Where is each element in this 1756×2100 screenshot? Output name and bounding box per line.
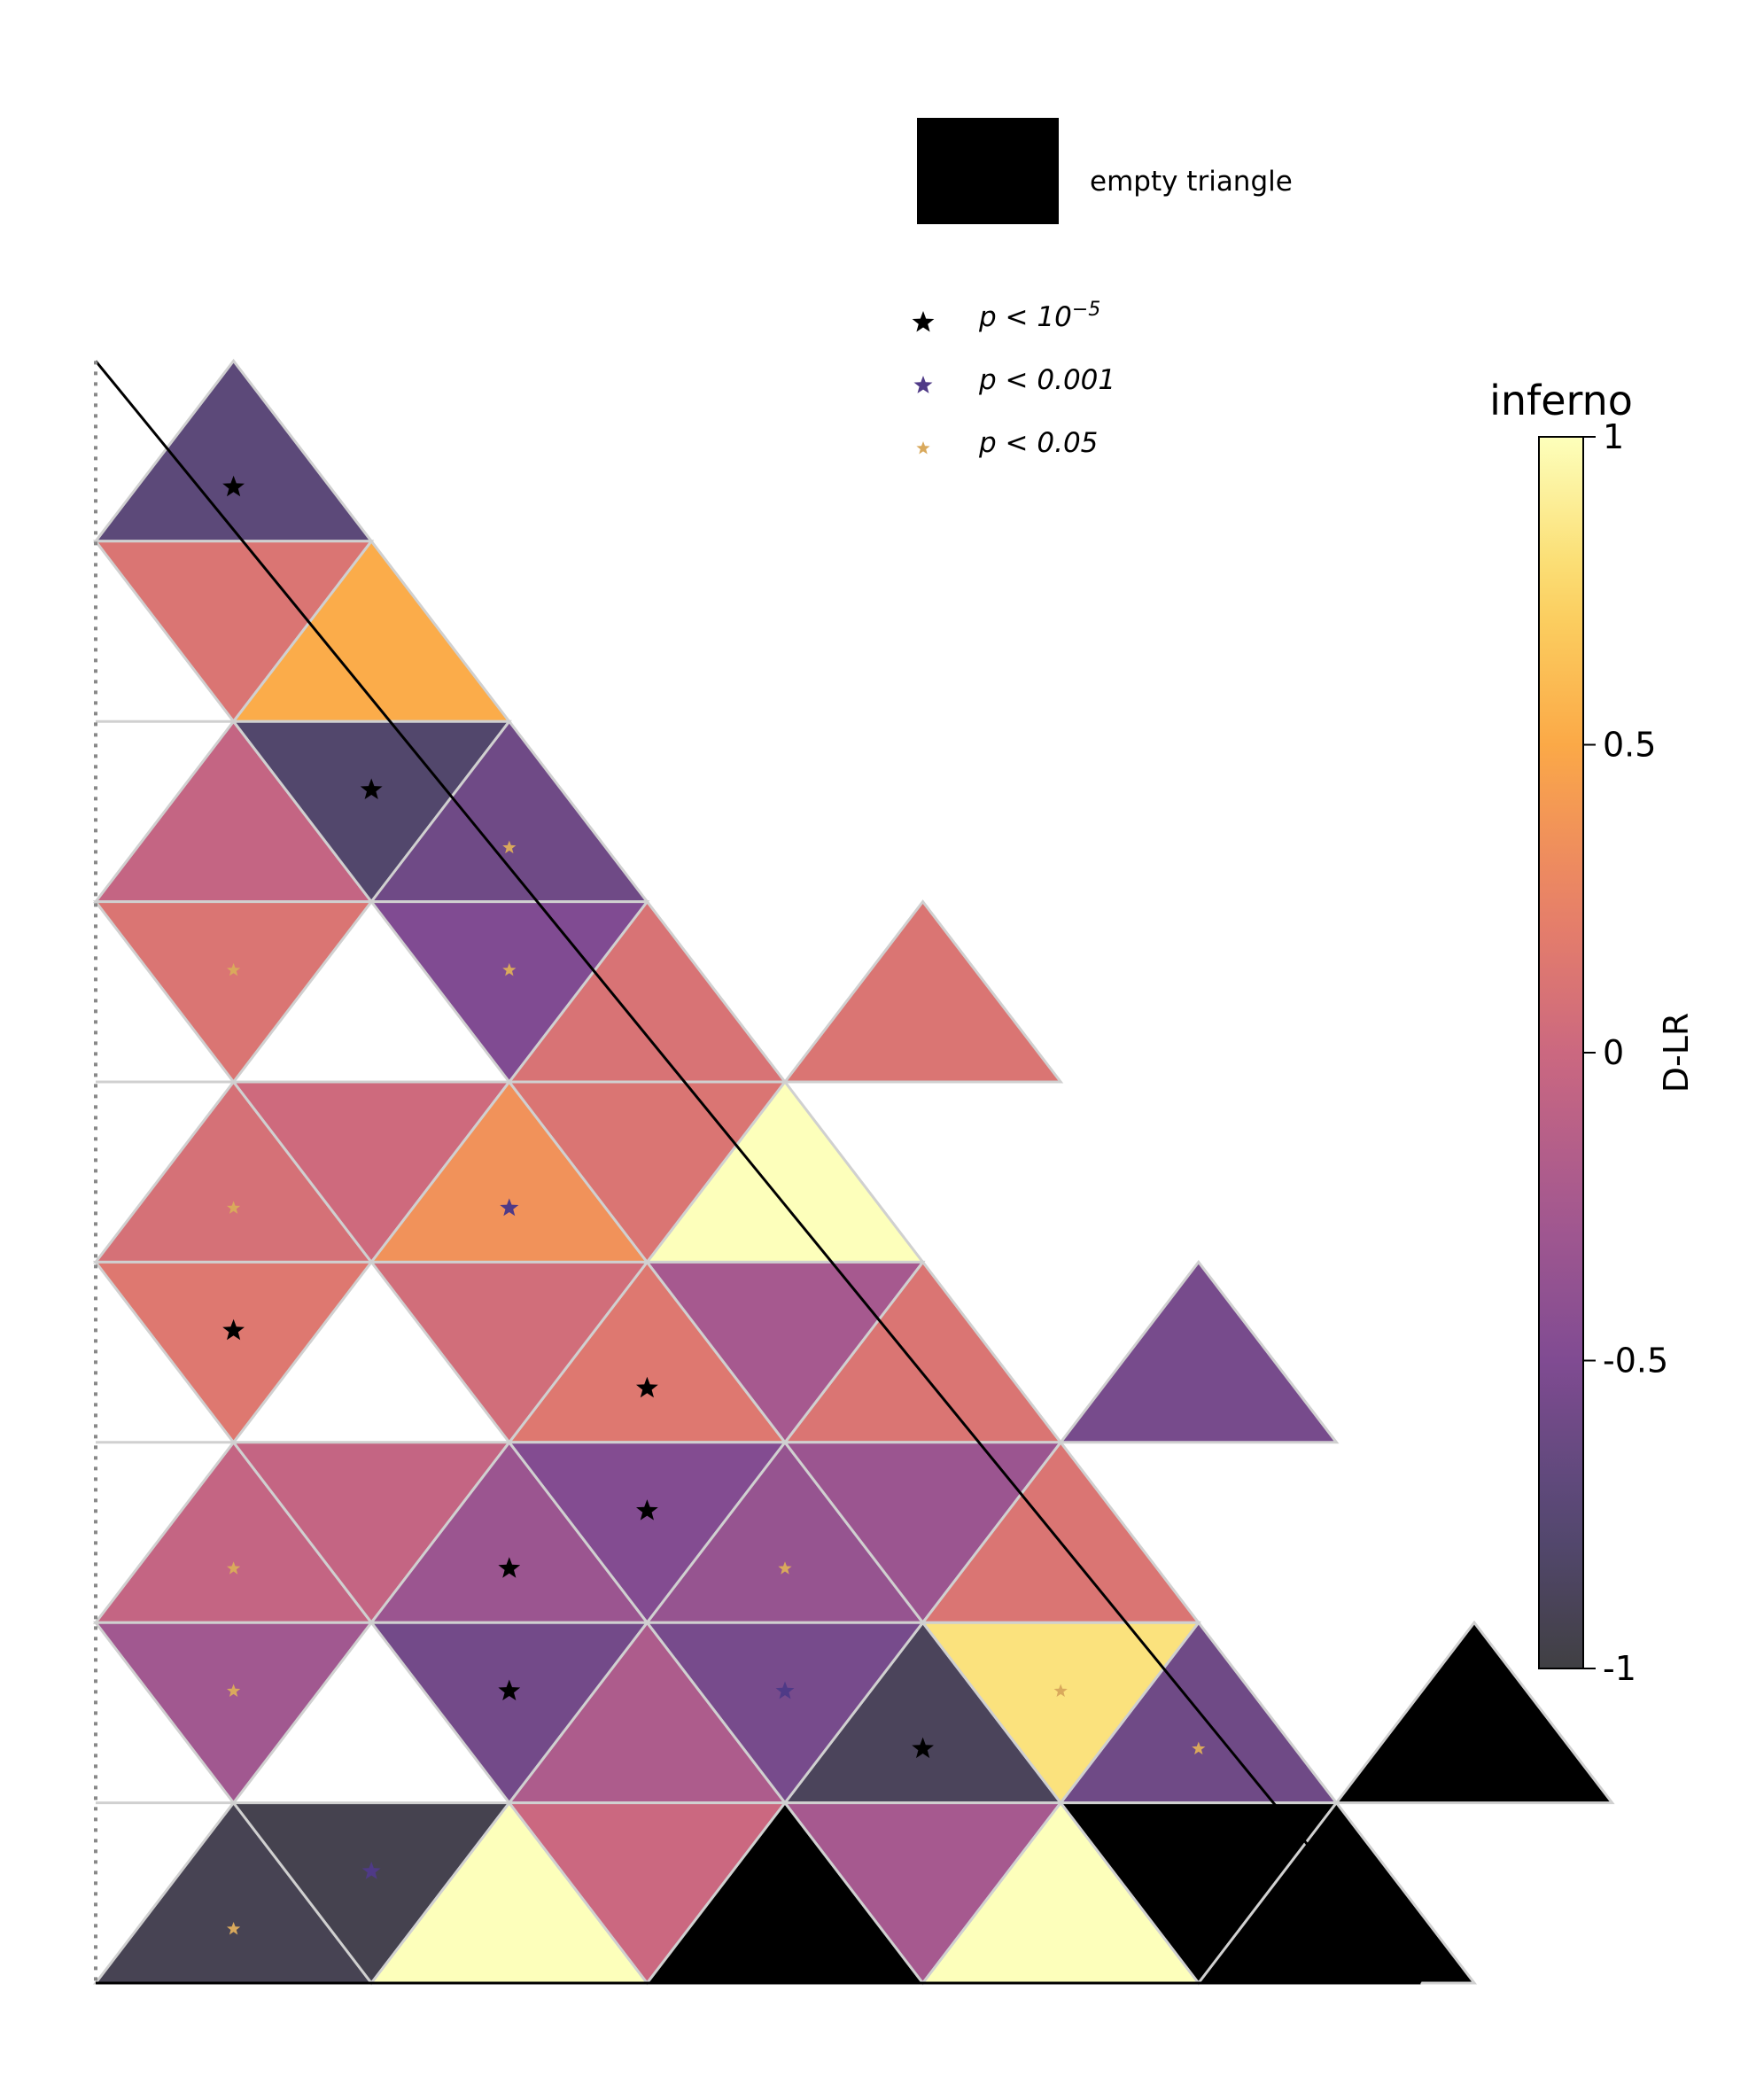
legend-empty-swatch: [917, 118, 1059, 224]
heatmap-triangle: [644, 1260, 926, 1445]
heatmap-cells: [92, 358, 1615, 1986]
colorbar: inferno 1 0.5 0 -0.5 -1 D-LR: [1489, 377, 1696, 1688]
significance-star: [498, 1679, 521, 1700]
significance-star: [361, 1861, 381, 1879]
significance-star: [498, 1557, 521, 1578]
legend-label-p0.05: p < 0.05: [978, 427, 1098, 459]
colorbar-tick-label: -0.5: [1603, 1342, 1668, 1381]
heatmap-triangle: [92, 1260, 375, 1445]
heatmap-triangle: [92, 358, 375, 543]
legend-star-p0.05: [916, 441, 930, 455]
heatmap-triangle: [92, 1621, 375, 1806]
axes: [94, 360, 1422, 1985]
significance-star: [1053, 1684, 1068, 1697]
significance-star: [502, 962, 517, 976]
legend-significance-entries: p < 10−5 p < 0.001 p < 0.05: [912, 299, 1115, 459]
significance-star: [778, 1561, 792, 1575]
heatmap-triangle: [369, 1260, 650, 1445]
significance-star: [227, 1922, 241, 1935]
significance-star: [227, 1561, 241, 1575]
heatmap-triangle: [920, 1621, 1201, 1806]
significance-star: [222, 475, 245, 497]
significance-star: [227, 962, 241, 976]
legend-star-p1e-5: [912, 311, 935, 332]
significance-star: [222, 1318, 245, 1341]
significance-star: [502, 840, 517, 854]
empty-triangle: [1333, 1620, 1615, 1805]
significance-star: [636, 1499, 658, 1521]
significance-star: [500, 1198, 519, 1217]
legend-label-p0.001: p < 0.001: [978, 364, 1115, 396]
significance-star: [912, 1737, 934, 1759]
colorbar-ticks: 1 0.5 0 -0.5 -1: [1583, 417, 1668, 1688]
hypotenuse-line: [94, 360, 1422, 1984]
legend-star-p0.001: [913, 376, 933, 393]
colorbar-title: inferno: [1489, 377, 1633, 424]
colorbar-tick-label: -1: [1603, 1649, 1636, 1688]
legend: empty triangle p < 10−5 p < 0.001 p < 0.05: [912, 118, 1293, 459]
legend-label-p1e-5: p < 10−5: [978, 299, 1100, 334]
significance-markers: [222, 475, 1206, 1935]
significance-star: [636, 1376, 658, 1398]
significance-star: [360, 778, 383, 799]
significance-star: [1192, 1741, 1206, 1755]
significance-star: [227, 1201, 241, 1214]
colorbar-tick-label: 0: [1603, 1033, 1624, 1072]
heatmap-triangle: [781, 899, 1064, 1084]
colorbar-tick-label: 1: [1603, 417, 1624, 456]
colorbar-gradient: [1538, 436, 1584, 1669]
heatmap-triangle: [369, 1621, 650, 1806]
heatmap-triangle: [369, 900, 650, 1085]
significance-star: [227, 1684, 241, 1697]
heatmap-triangle: [1058, 1259, 1340, 1444]
colorbar-label: D-LR: [1657, 1013, 1696, 1093]
heatmap-triangle: [644, 1621, 926, 1806]
heatmap-triangle: [92, 900, 375, 1085]
significance-star: [775, 1681, 795, 1699]
legend-empty-label: empty triangle: [1090, 166, 1293, 198]
colorbar-tick-label: 0.5: [1603, 726, 1656, 765]
